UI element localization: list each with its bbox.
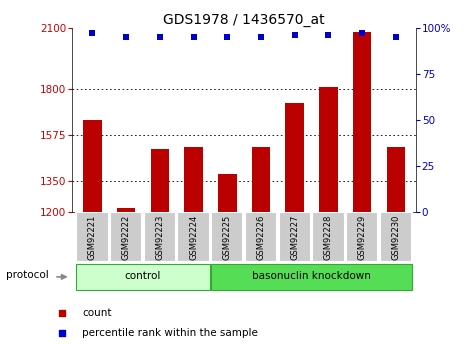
Text: GSM92223: GSM92223 — [155, 215, 164, 260]
Bar — [83, 120, 101, 212]
Bar — [211, 212, 244, 262]
Bar — [76, 212, 108, 262]
Text: GSM92230: GSM92230 — [392, 215, 400, 260]
Text: GSM92225: GSM92225 — [223, 215, 232, 260]
Text: control: control — [125, 271, 161, 281]
Point — [89, 30, 96, 36]
Text: GSM92222: GSM92222 — [121, 215, 131, 260]
Text: count: count — [82, 308, 112, 318]
Point — [257, 34, 265, 40]
Text: protocol: protocol — [6, 269, 48, 279]
Bar — [380, 212, 412, 262]
Bar — [218, 174, 237, 212]
Point — [122, 34, 130, 40]
Bar — [245, 212, 277, 262]
Bar — [110, 212, 142, 262]
Text: GSM92228: GSM92228 — [324, 215, 333, 260]
Bar — [151, 149, 169, 212]
Bar — [252, 147, 270, 212]
Text: percentile rank within the sample: percentile rank within the sample — [82, 328, 258, 338]
Bar — [286, 104, 304, 212]
Text: GSM92224: GSM92224 — [189, 215, 198, 260]
Bar — [76, 264, 210, 290]
Text: GSM92229: GSM92229 — [358, 215, 367, 260]
Bar — [387, 147, 405, 212]
Point — [190, 34, 197, 40]
Bar — [184, 147, 203, 212]
Point — [291, 32, 299, 38]
Bar — [353, 32, 372, 212]
Bar — [117, 208, 135, 212]
Bar — [319, 87, 338, 212]
Text: GSM92226: GSM92226 — [257, 215, 266, 260]
Point — [59, 310, 66, 316]
Bar — [279, 212, 311, 262]
Point — [359, 30, 366, 36]
Bar — [211, 264, 412, 290]
Bar — [144, 212, 176, 262]
Bar — [177, 212, 210, 262]
Text: GSM92221: GSM92221 — [88, 215, 97, 260]
Point — [156, 34, 164, 40]
Point — [224, 34, 231, 40]
Title: GDS1978 / 1436570_at: GDS1978 / 1436570_at — [163, 12, 325, 27]
Point — [392, 34, 399, 40]
Text: basonuclin knockdown: basonuclin knockdown — [252, 271, 371, 281]
Point — [325, 32, 332, 38]
Point — [59, 331, 66, 336]
Bar — [312, 212, 345, 262]
Text: GSM92227: GSM92227 — [290, 215, 299, 260]
Bar — [346, 212, 379, 262]
